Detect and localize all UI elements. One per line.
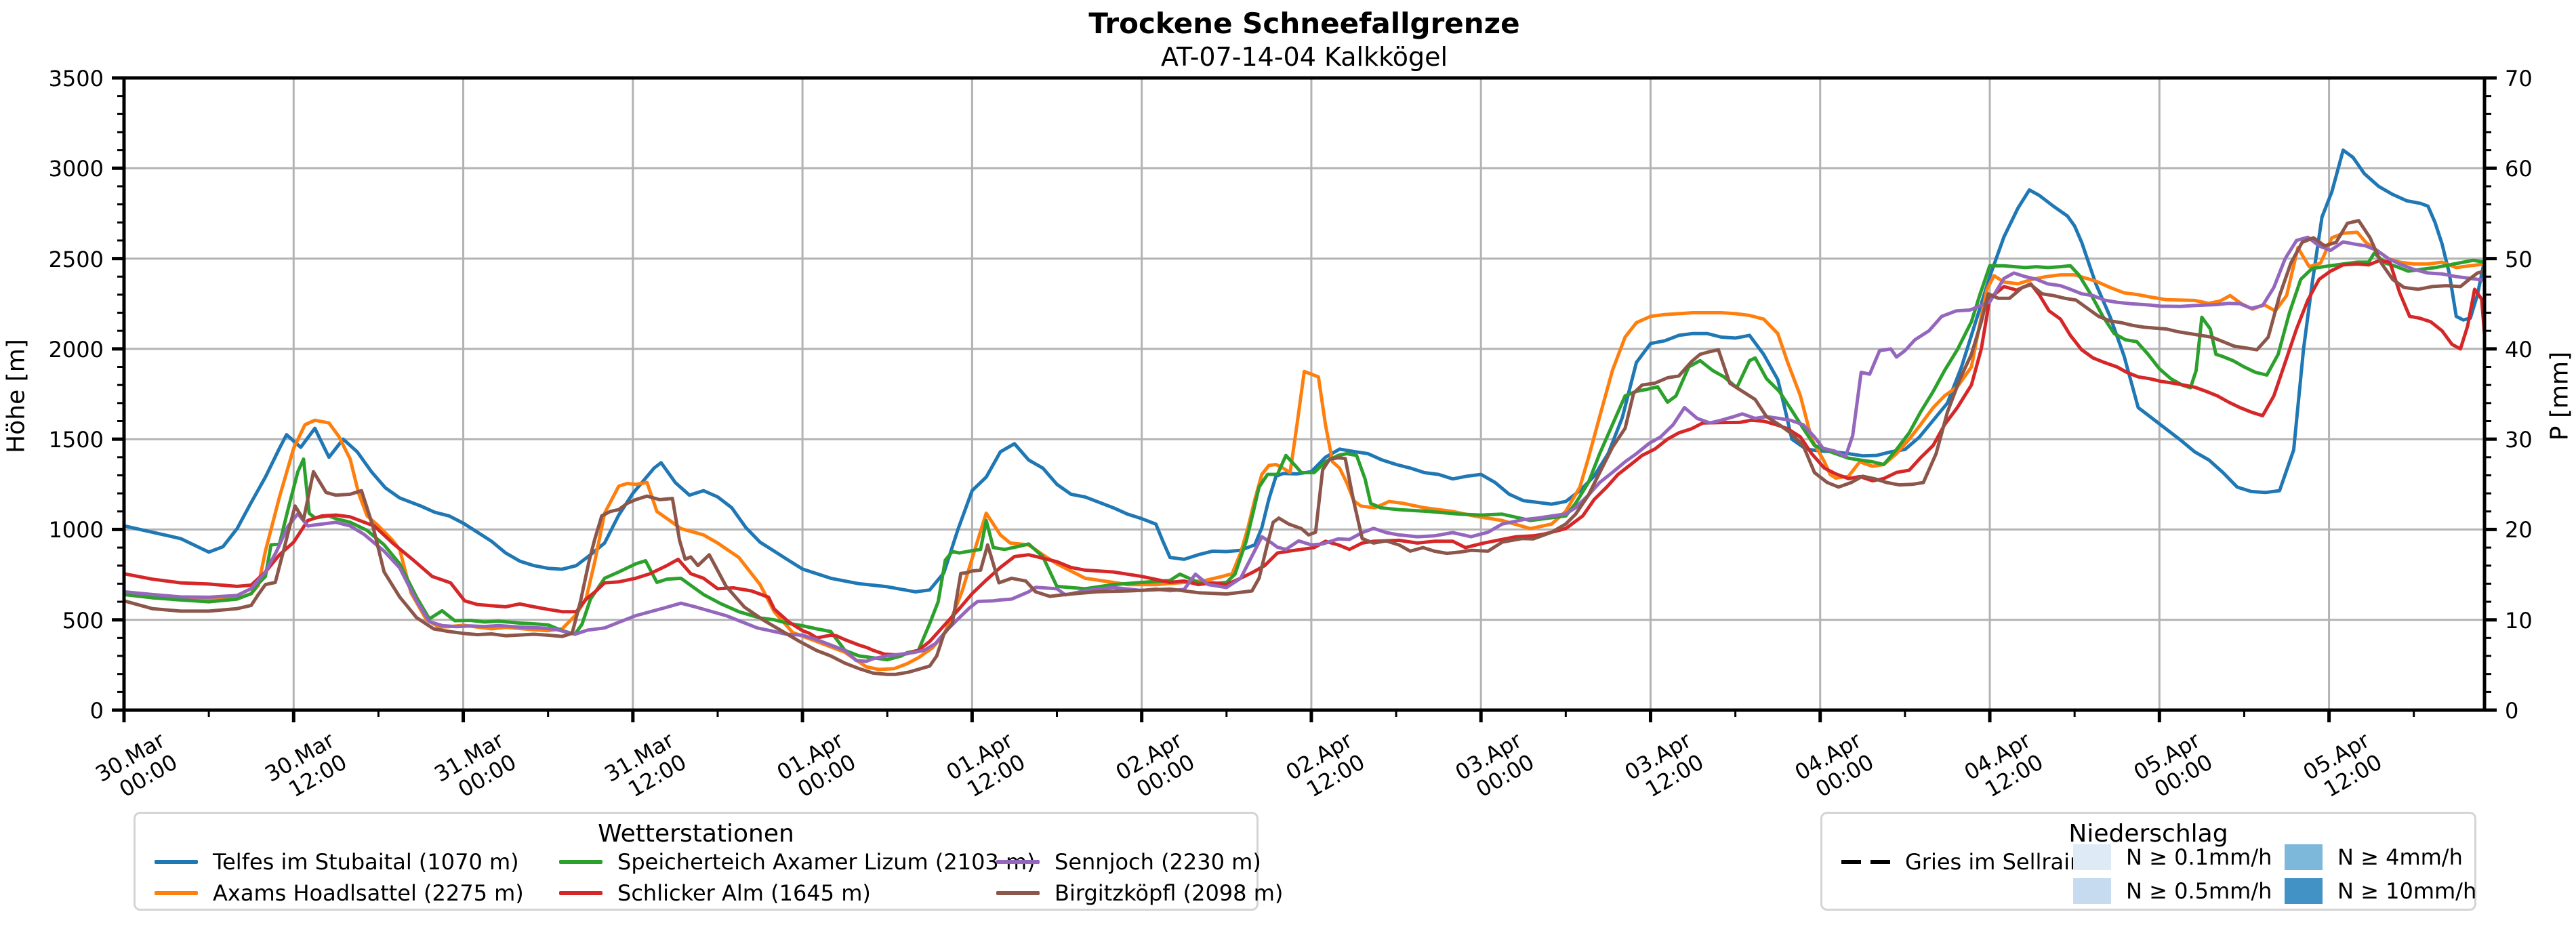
legend-precip-line-label: Gries im Sellrain [1905, 849, 2084, 875]
legend-weather-stations: Wetterstationen Telfes im Stubaital (107… [134, 812, 1283, 911]
y-tick-label-left: 3500 [48, 66, 104, 91]
legend-patch-swatch [2285, 844, 2323, 870]
y-tick-label-right: 30 [2505, 427, 2533, 453]
y-axis-label-right: P [mm] [2546, 351, 2574, 441]
legend-station-entry: Axams Hoadlsattel (2275 m) [155, 880, 524, 906]
legend-line-swatch [996, 891, 1040, 895]
legend-precip-patch-entry: N ≥ 10mm/h [2285, 878, 2476, 904]
y-tick-label-left: 2000 [48, 336, 104, 363]
y-tick-label-left: 0 [89, 698, 104, 724]
legend-station-entry: Schlicker Alm (1645 m) [559, 880, 871, 906]
legend-station-label: Telfes im Stubaital (1070 m) [213, 849, 519, 875]
legend-dashed-line-swatch [1841, 860, 1890, 864]
legend-precip-patch-entry: N ≥ 4mm/h [2285, 844, 2463, 870]
legend-station-entry: Telfes im Stubaital (1070 m) [155, 849, 519, 875]
legend-precip-patch-label: N ≥ 10mm/h [2337, 878, 2477, 904]
chart-title: Trockene Schneefallgrenze [1088, 7, 1520, 40]
chart-subtitle: AT-07-14-04 Kalkkögel [1160, 42, 1448, 72]
y-tick-label-right: 40 [2505, 336, 2533, 363]
series-line [122, 148, 2487, 594]
y-tick-label-left: 500 [62, 607, 104, 634]
legend-precip-title: Niederschlag [2068, 820, 2228, 848]
y-axis-label-left: Höhe [m] [2, 339, 30, 453]
series-line [122, 258, 2487, 657]
y-tick-label-right: 10 [2505, 607, 2533, 634]
legend-station-entry: Sennjoch (2230 m) [996, 849, 1261, 875]
legend-precip-patch-label: N ≥ 0.5mm/h [2126, 878, 2272, 904]
legend-precip-patch-entry: N ≥ 0.5mm/h [2073, 878, 2272, 904]
legend-patch-swatch [2073, 844, 2111, 870]
legend-line-swatch [559, 891, 602, 895]
legend-patch-swatch [2073, 878, 2111, 904]
legend-station-label: Schlicker Alm (1645 m) [617, 880, 871, 906]
plot-border [122, 76, 2487, 712]
legend-station-entry: Birgitzköpfl (2098 m) [996, 880, 1283, 906]
y-tick-label-right: 0 [2505, 698, 2519, 724]
legend-station-label: Sennjoch (2230 m) [1055, 849, 1261, 875]
y-tick-label-left: 1500 [48, 427, 104, 453]
y-tick-label-left: 2500 [48, 246, 104, 272]
legend-line-swatch [155, 860, 198, 864]
series-line [122, 251, 2487, 662]
legend-station-label: Speicherteich Axamer Lizum (2103 m) [617, 849, 1036, 875]
series-line [122, 219, 2487, 676]
legend-line-swatch [996, 860, 1040, 864]
legend-line-swatch [559, 860, 602, 864]
legend-station-label: Axams Hoadlsattel (2275 m) [213, 880, 524, 906]
legend-precip-patch-label: N ≥ 0.1mm/h [2126, 844, 2272, 870]
legend-station-entry: Speicherteich Axamer Lizum (2103 m) [559, 849, 1036, 875]
y-tick-label-left: 3000 [48, 156, 104, 182]
legend-station-label: Birgitzköpfl (2098 m) [1055, 880, 1284, 906]
legend-precip-line-entry: Gries im Sellrain [1841, 849, 2083, 875]
legend-patch-swatch [2285, 878, 2323, 904]
y-tick-label-right: 50 [2505, 246, 2533, 272]
y-tick-label-right: 60 [2505, 156, 2533, 182]
legend-line-swatch [155, 891, 198, 895]
series-line [122, 230, 2487, 672]
legend-precip-patch-label: N ≥ 4mm/h [2337, 844, 2463, 870]
legend-stations-title: Wetterstationen [598, 820, 794, 848]
series-line [122, 235, 2487, 663]
legend-precip-patch-entry: N ≥ 0.1mm/h [2073, 844, 2272, 870]
y-tick-label-left: 1000 [48, 517, 104, 543]
legend-precipitation: Niederschlag Gries im Sellrain N ≥ 0.1mm/… [1820, 812, 2476, 911]
y-tick-label-right: 20 [2505, 517, 2533, 543]
y-tick-label-right: 70 [2505, 66, 2533, 91]
